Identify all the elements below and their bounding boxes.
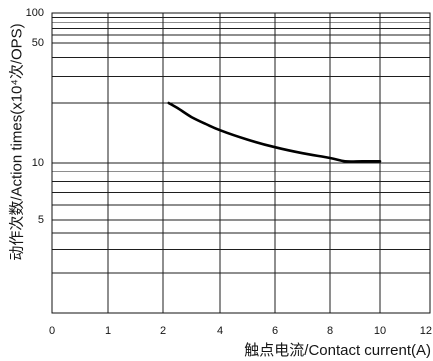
y-axis-label: 动作次数/Action times(x10⁴次/OPS) (9, 23, 26, 260)
x-tick-label: 12 (420, 325, 432, 337)
x-tick-label: 10 (374, 325, 386, 337)
x-tick-label: 4 (217, 325, 223, 337)
x-tick-label: 2 (160, 325, 166, 337)
y-tick-label: 10 (32, 157, 44, 169)
y-tick-label: 5 (38, 214, 44, 226)
y-tick-label: 50 (32, 37, 44, 49)
x-tick-label: 6 (272, 325, 278, 337)
plot-frame (51, 12, 431, 314)
series-group (167, 101, 382, 163)
x-axis-label: 触点电流/Contact current(A) (244, 342, 431, 359)
grid-lines (52, 13, 430, 313)
x-tick-labels: 0 1 2 4 6 8 10 12 (49, 325, 432, 337)
x-tick-label: 8 (327, 325, 333, 337)
y-tick-labels: 100 50 10 5 (26, 7, 44, 226)
y-tick-label: 100 (26, 7, 44, 19)
series-line (167, 101, 382, 163)
x-tick-label: 0 (49, 325, 55, 337)
x-tick-label: 1 (105, 325, 111, 337)
